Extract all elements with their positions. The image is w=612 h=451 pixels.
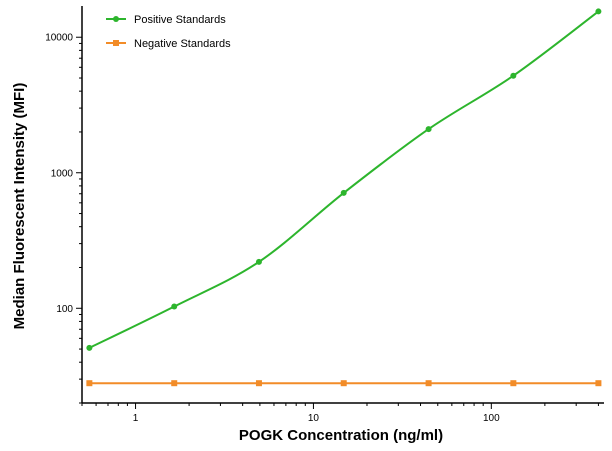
legend-label: Negative Standards [134,38,231,50]
x-tick-label: 100 [483,413,500,424]
y-tick-label: 1000 [51,168,74,179]
legend-item-2: Negative Standards [106,38,231,50]
x-tick-label: 1 [133,413,139,424]
data-point [255,380,262,387]
data-point [425,126,432,133]
axes [81,6,604,404]
data-point [510,380,517,387]
y-axis-title: Median Fluorescent Intensity (MFI) [11,83,28,330]
series-1 [86,8,602,351]
y-tick-label: 10000 [45,33,73,44]
legend-marker [113,16,119,22]
series-2 [86,380,602,387]
legend-item-1: Positive Standards [106,14,226,26]
data-point [340,380,347,387]
y-tick-label: 100 [56,304,73,315]
legend-marker [113,40,119,46]
legend: Positive Standards Negative Standards [106,14,231,50]
data-point [425,380,432,387]
data-point [86,344,93,351]
data-point [171,380,178,387]
series-curve [88,10,600,349]
data-point [171,303,178,310]
data-point [340,189,347,196]
data-point [255,258,262,265]
series-layer [86,8,602,387]
data-point [510,72,517,79]
x-axis-title: POGK Concentration (ng/ml) [239,427,443,444]
x-tick-label: 10 [308,413,320,424]
ticks: 100 1000 10000 1 10 100 [45,33,599,424]
data-point [595,8,602,15]
legend-label: Positive Standards [134,14,226,26]
data-point [595,380,602,387]
data-point [86,380,93,387]
